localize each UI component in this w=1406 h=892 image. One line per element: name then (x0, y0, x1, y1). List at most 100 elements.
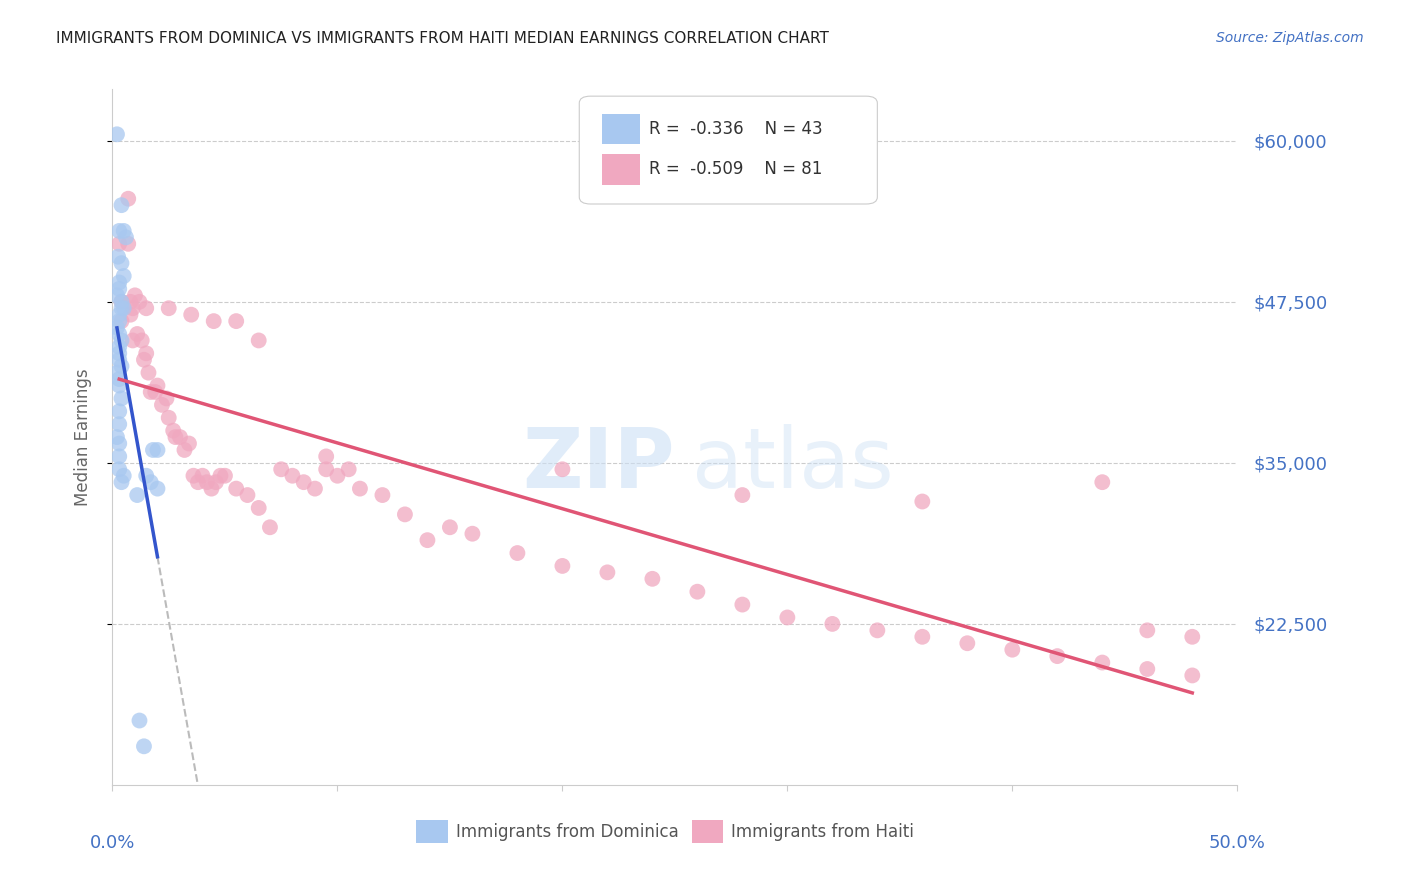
Point (132, 352, 155, 367)
Point (1091, 656, 1114, 670)
Point (776, 610, 799, 624)
Text: atlas: atlas (692, 425, 893, 506)
Point (731, 488, 754, 502)
Point (105, 430, 128, 444)
Point (394, 508, 416, 522)
Point (128, 294, 150, 309)
Point (416, 533, 439, 548)
Point (117, 192, 139, 206)
Point (200, 482, 222, 496)
Point (112, 224, 135, 238)
Point (108, 314, 131, 328)
Point (225, 314, 247, 328)
Point (108, 462, 131, 476)
Point (110, 256, 132, 270)
Point (1091, 475, 1114, 490)
Point (138, 366, 160, 380)
Point (108, 450, 131, 464)
Point (155, 392, 177, 406)
Point (439, 520, 461, 534)
Point (461, 526, 484, 541)
Y-axis label: Median Earnings: Median Earnings (73, 368, 91, 506)
Bar (416, 821, 447, 843)
Point (108, 346, 131, 360)
Point (112, 268, 135, 283)
Point (108, 326, 131, 341)
Point (115, 230, 138, 244)
Point (1001, 642, 1024, 657)
Point (1181, 668, 1204, 682)
Point (180, 308, 202, 322)
Point (105, 288, 128, 302)
Point (349, 482, 371, 496)
Point (195, 475, 218, 490)
Point (686, 584, 709, 599)
Point (112, 301, 135, 316)
Point (506, 546, 529, 560)
Point (112, 468, 135, 483)
Point (304, 482, 326, 496)
Point (110, 475, 132, 490)
Point (108, 224, 131, 238)
Point (110, 294, 132, 309)
Text: IMMIGRANTS FROM DOMINICA VS IMMIGRANTS FROM HAITI MEDIAN EARNINGS CORRELATION CH: IMMIGRANTS FROM DOMINICA VS IMMIGRANTS F… (56, 31, 830, 46)
Point (135, 468, 157, 483)
Point (315, 450, 337, 464)
Point (117, 236, 139, 251)
Point (821, 616, 844, 631)
Point (1136, 662, 1159, 676)
Point (205, 475, 228, 490)
Point (1046, 649, 1069, 664)
Point (866, 624, 889, 638)
Point (139, 384, 162, 399)
Point (110, 359, 132, 374)
Point (108, 372, 131, 386)
Text: R =  -0.336    N = 43: R = -0.336 N = 43 (650, 120, 823, 138)
Point (731, 598, 754, 612)
Bar (602, 113, 640, 145)
Point (143, 384, 166, 399)
Point (641, 572, 664, 586)
Bar (692, 821, 723, 843)
Text: R =  -0.509    N = 81: R = -0.509 N = 81 (650, 161, 823, 178)
Text: ZIP: ZIP (523, 425, 675, 506)
Point (326, 468, 349, 483)
Point (247, 334, 270, 348)
Point (128, 714, 150, 728)
Text: Immigrants from Dominica: Immigrants from Dominica (456, 822, 678, 840)
Point (146, 442, 169, 457)
Point (108, 340, 131, 354)
Point (110, 334, 132, 348)
Point (187, 475, 209, 490)
Point (127, 326, 149, 341)
Point (292, 475, 315, 490)
Point (110, 392, 132, 406)
Point (169, 430, 191, 444)
Point (108, 436, 131, 450)
Point (956, 636, 979, 650)
Point (911, 630, 934, 644)
Point (121, 301, 143, 316)
Point (315, 462, 337, 476)
Point (162, 424, 184, 438)
Point (105, 366, 128, 380)
Point (551, 558, 574, 573)
Point (132, 739, 155, 754)
Point (337, 462, 360, 476)
Point (214, 468, 236, 483)
Point (108, 378, 131, 392)
Point (108, 308, 131, 322)
Point (1181, 630, 1204, 644)
Point (146, 378, 169, 392)
Point (139, 475, 162, 490)
Point (135, 301, 157, 316)
FancyBboxPatch shape (579, 96, 877, 204)
Point (108, 276, 131, 290)
Point (108, 236, 131, 251)
Point (131, 334, 153, 348)
Text: Source: ZipAtlas.com: Source: ZipAtlas.com (1216, 31, 1364, 45)
Point (225, 482, 247, 496)
Point (270, 462, 292, 476)
Point (110, 301, 132, 316)
Point (371, 488, 394, 502)
